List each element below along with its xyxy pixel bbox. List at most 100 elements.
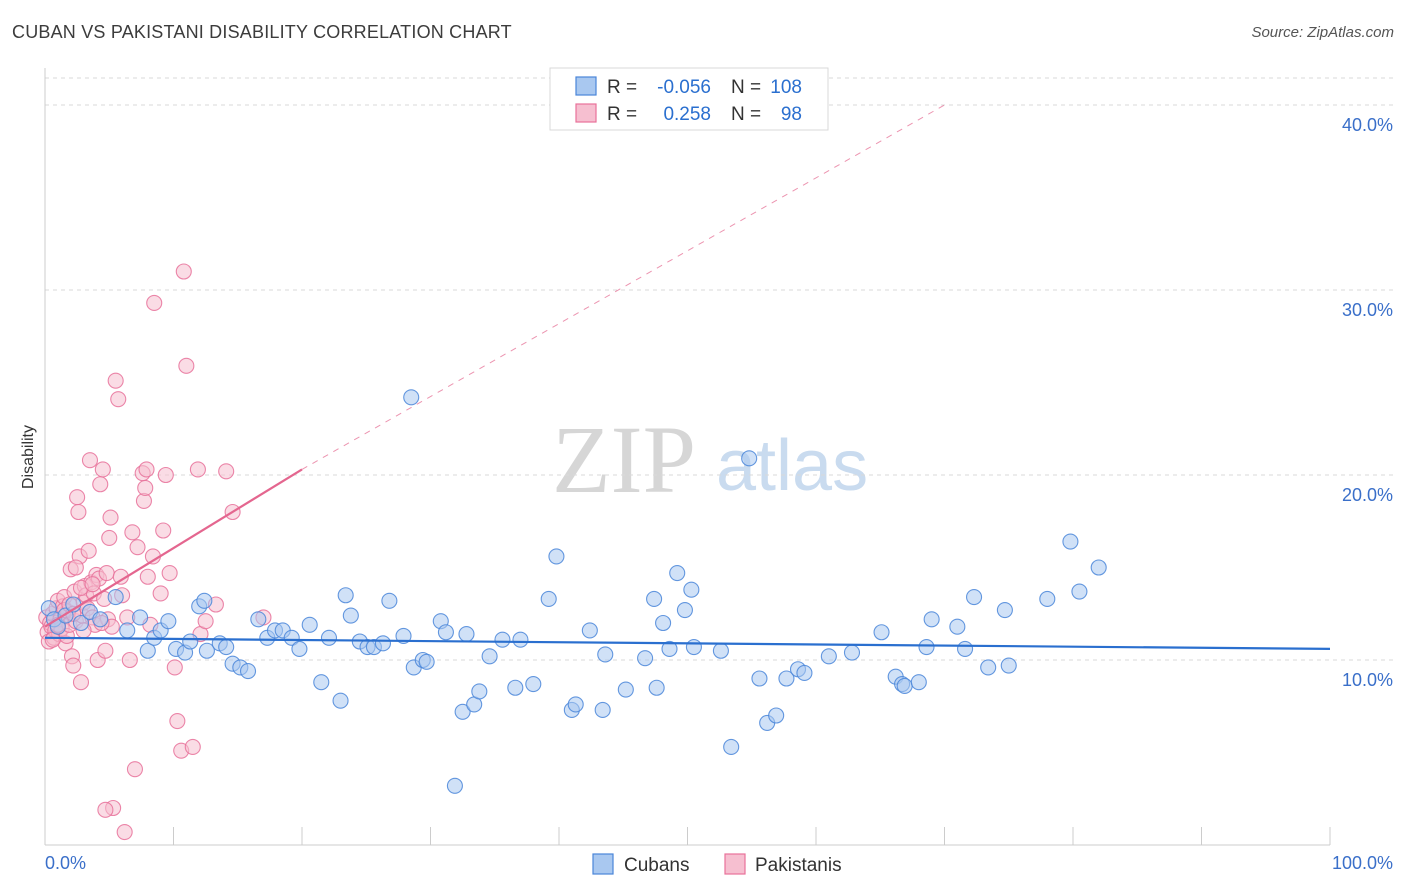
bottom-legend-label-pakistanis: Pakistanis xyxy=(755,855,842,876)
cuban-point xyxy=(283,629,300,646)
cuban-point xyxy=(1090,559,1107,576)
cuban-point xyxy=(910,674,927,691)
x-tick-label-min: 0.0% xyxy=(45,853,86,873)
cuban-point xyxy=(540,590,557,608)
y-tick-label-30: 30.0% xyxy=(1342,300,1393,320)
cuban-point xyxy=(966,589,983,606)
pakistani-point xyxy=(121,651,138,669)
watermark-atlas: atlas xyxy=(716,426,868,506)
cuban-point xyxy=(471,683,488,700)
cuban-point xyxy=(655,614,672,632)
pakistani-point xyxy=(184,738,201,756)
cuban-point xyxy=(949,618,966,635)
cuban-point xyxy=(669,564,686,582)
cuban-point xyxy=(567,696,584,713)
legend-n-value-2: 98 xyxy=(781,104,802,125)
cuban-point xyxy=(418,653,435,670)
cuban-point xyxy=(923,611,940,628)
pakistani-point xyxy=(175,263,192,280)
pakistani-point xyxy=(139,568,156,585)
legend-r-value-1: -0.056 xyxy=(657,77,711,98)
pakistani-point xyxy=(129,539,146,556)
legend-r-label-2: R = xyxy=(607,104,637,125)
cuban-point xyxy=(313,674,330,691)
y-tick-label-20: 20.0% xyxy=(1342,485,1393,505)
pakistani-point xyxy=(169,712,186,730)
cuban-point xyxy=(458,626,475,643)
pakistani-point xyxy=(146,294,163,312)
pakistani-point xyxy=(178,357,195,374)
legend-r-label-1: R = xyxy=(607,77,637,98)
cuban-point xyxy=(160,613,177,630)
cuban-point xyxy=(723,738,740,756)
cuban-point xyxy=(741,450,758,467)
pakistanis-trend-line xyxy=(44,468,303,628)
cuban-point xyxy=(597,646,614,663)
cuban-point xyxy=(873,624,890,641)
cubans-points xyxy=(40,389,1107,794)
cuban-point xyxy=(250,611,267,628)
legend-r-value-2: 0.258 xyxy=(663,104,711,125)
cuban-point xyxy=(594,701,611,719)
cuban-point xyxy=(843,644,861,661)
cuban-point xyxy=(132,609,149,626)
cuban-point xyxy=(768,707,785,724)
cuban-point xyxy=(778,670,795,687)
cuban-point xyxy=(291,640,308,657)
cuban-point xyxy=(796,664,813,682)
pakistani-point xyxy=(84,576,101,593)
pakistani-point xyxy=(70,503,87,521)
legend-n-label-1: N = xyxy=(731,77,761,98)
cuban-point xyxy=(581,622,598,639)
y-tick-labels: 10.0% 20.0% 30.0% 40.0% xyxy=(1342,115,1393,690)
pakistani-point xyxy=(92,476,109,493)
pakistani-point xyxy=(126,761,143,778)
y-tick-label-10: 10.0% xyxy=(1342,670,1393,690)
cuban-point xyxy=(525,675,542,693)
cuban-point xyxy=(646,590,663,608)
pakistanis-trend-extension xyxy=(301,104,945,470)
cuban-point xyxy=(139,642,156,659)
cuban-point xyxy=(617,681,634,698)
cuban-point xyxy=(494,631,511,648)
cuban-point xyxy=(1062,533,1079,550)
cuban-point xyxy=(337,587,354,604)
cuban-point xyxy=(119,622,136,639)
watermark-zip: ZIP xyxy=(552,406,696,513)
pakistani-point xyxy=(97,801,114,818)
cubans-trend-line xyxy=(44,636,1331,650)
cuban-point xyxy=(996,601,1013,619)
pakistanis-points xyxy=(38,263,272,841)
y-axis-title: Disability xyxy=(20,425,37,489)
cuban-point xyxy=(896,677,913,694)
trend-lines xyxy=(44,104,1331,650)
cuban-point xyxy=(374,635,392,652)
cuban-point xyxy=(107,589,124,606)
pakistani-point xyxy=(137,479,154,497)
pakistani-point xyxy=(107,372,124,389)
cuban-point xyxy=(446,777,463,794)
x-tick-label-max: 100.0% xyxy=(1332,853,1393,873)
cuban-point xyxy=(712,642,729,659)
legend-swatch-pakistanis xyxy=(575,103,597,123)
cuban-point xyxy=(92,611,109,628)
cuban-point xyxy=(685,638,702,656)
pakistani-point xyxy=(155,522,172,539)
cuban-point xyxy=(751,670,768,687)
pakistani-point xyxy=(166,659,183,676)
cuban-point xyxy=(381,592,398,609)
pakistani-point xyxy=(116,823,133,841)
cuban-point xyxy=(1071,583,1088,600)
pakistani-point xyxy=(65,657,82,674)
legend-n-label-2: N = xyxy=(731,104,761,125)
pakistani-point xyxy=(101,529,118,546)
cuban-point xyxy=(1039,590,1056,608)
pakistani-point xyxy=(81,452,99,469)
cuban-point xyxy=(196,592,213,609)
pakistani-point xyxy=(110,391,127,408)
cuban-point xyxy=(548,548,565,565)
pakistani-point xyxy=(197,613,214,630)
cuban-point xyxy=(918,638,935,656)
pakistani-point xyxy=(94,461,111,478)
cuban-point xyxy=(1000,657,1017,674)
